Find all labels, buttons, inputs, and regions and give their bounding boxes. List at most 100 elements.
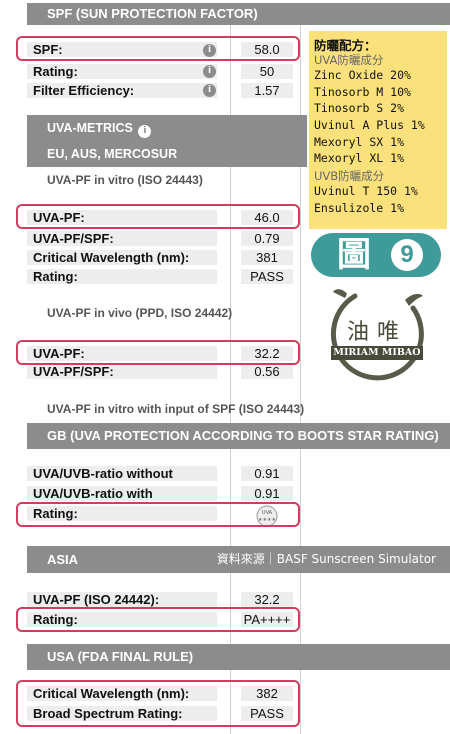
uva-uvb-ratio-without-label: UVA/UVB-ratio without	[33, 466, 173, 481]
row-background	[27, 250, 217, 265]
uvb-ingredient: Uvinul T 150 1%	[314, 184, 418, 199]
column-divider	[230, 24, 231, 734]
asia-rating-label: Rating:	[33, 612, 78, 627]
row-background	[27, 466, 217, 481]
value-background	[241, 364, 293, 379]
uva-ingredient: Uvinul A Plus 1%	[314, 117, 425, 132]
value-background	[241, 64, 293, 79]
spf-value: 58.0	[254, 42, 280, 57]
row-background	[27, 42, 217, 57]
row-background	[27, 592, 217, 607]
figure-badge-label: 圖	[337, 235, 371, 275]
asia-rating-highlight	[16, 607, 300, 632]
uva-metrics-header: UVA-METRICS i	[27, 115, 307, 141]
asia-uva-pf-value: 32.2	[254, 592, 280, 607]
uva-uvb-ratio-without-value: 0.91	[254, 466, 280, 481]
info-icon[interactable]: i	[138, 125, 152, 138]
value-background	[241, 346, 293, 361]
critical-wavelength-label: Critical Wavelength (nm):	[33, 250, 190, 265]
usa-critical-wavelength-value: 382	[256, 686, 278, 701]
value-background	[241, 592, 293, 607]
gb-section-header: GB (UVA PROTECTION ACCORDING TO BOOTS ST…	[27, 423, 450, 449]
uva-vitro-spf-note: UVA-PF in vitro with input of SPF (ISO 2…	[47, 402, 305, 416]
uva-ingredient: Mexoryl XL 1%	[314, 151, 405, 166]
asia-section-title: ASIA	[47, 552, 79, 567]
uva-ingredients-heading: UVA防曬成分	[314, 52, 384, 67]
row-background	[27, 706, 217, 721]
value-background	[241, 231, 293, 246]
value-background	[241, 486, 293, 501]
spf-section-header: SPF (SUN PROTECTION FACTOR)	[27, 3, 450, 25]
value-background	[241, 42, 293, 57]
formula-note-panel: 防曬配方： UVA防曬成分 Zinc Oxide 20% Tinosorb M …	[309, 31, 447, 229]
logo-glyphs: 油唯	[346, 320, 407, 345]
uvb-ingredients-heading: UVB防曬成分	[314, 168, 385, 183]
row-background	[27, 346, 217, 361]
uva-badge-text: UVA	[262, 510, 273, 516]
formula-note-title: 防曬配方：	[314, 38, 377, 53]
usa-highlight	[16, 680, 300, 727]
usa-section-header: USA (FDA FINAL RULE)	[27, 644, 450, 670]
uva-pf-vivo-value: 32.2	[254, 346, 280, 361]
row-background	[27, 83, 217, 98]
asia-uva-pf-label: UVA-PF (ISO 24442):	[33, 592, 160, 607]
gb-rating-highlight	[16, 502, 300, 527]
broad-spectrum-rating-label: Broad Spectrum Rating:	[33, 706, 183, 721]
uva-vivo-title: UVA-PF in vivo (PPD, ISO 24442)	[47, 306, 233, 320]
spf-rating-label: Rating:	[33, 64, 78, 79]
figure-badge-number: 9	[391, 239, 423, 271]
spf-rating-value: 50	[259, 64, 275, 79]
row-background	[27, 64, 217, 79]
info-icon[interactable]: i	[203, 84, 216, 97]
uva-uvb-ratio-with-label: UVA/UVB-ratio with	[33, 486, 153, 501]
value-background	[241, 269, 293, 284]
info-icon[interactable]: i	[203, 65, 216, 78]
data-source-label: 資料來源｜BASF Sunscreen Simulator	[216, 552, 436, 566]
row-background	[27, 686, 217, 701]
svg-text:★★★★: ★★★★	[258, 517, 276, 523]
row-background	[27, 612, 217, 627]
spf-highlight	[16, 36, 300, 61]
value-background	[241, 250, 293, 265]
uva-vitro-rating-value: PASS	[250, 269, 284, 284]
value-background	[241, 686, 293, 701]
asia-rating-value: PA++++	[243, 612, 291, 627]
row-background	[27, 486, 217, 501]
uva-vitro-title: UVA-PF in vitro (ISO 24443)	[47, 173, 203, 187]
value-background	[241, 466, 293, 481]
uva-ingredient: Zinc Oxide 20%	[314, 68, 411, 83]
uva-vitro-rating-label: Rating:	[33, 269, 78, 284]
value-background	[241, 83, 293, 98]
uva-ingredient: Tinosorb S 2%	[314, 101, 405, 116]
info-icon[interactable]: i	[203, 44, 216, 57]
asia-section-header: ASIA 資料來源｜BASF Sunscreen Simulator	[27, 546, 450, 573]
uva-uvb-ratio-with-value: 0.91	[254, 486, 280, 501]
value-background	[241, 612, 293, 627]
uva-pf-vitro-value: 46.0	[254, 210, 280, 225]
uva-pf-vivo-label: UVA-PF:	[33, 346, 85, 361]
row-background	[27, 506, 217, 521]
uva-metrics-region: EU, AUS, MERCOSUR	[27, 141, 307, 167]
filter-efficiency-value: 1.57	[254, 83, 280, 98]
column-divider	[300, 24, 301, 734]
uva-pf-vitro-highlight	[16, 204, 300, 229]
spf-label: SPF:	[33, 42, 63, 57]
row-background	[27, 210, 217, 225]
logo-ring-icon	[330, 289, 424, 381]
uva-ingredient: Mexoryl SX 1%	[314, 134, 405, 149]
uva-metrics-title: UVA-METRICS	[47, 121, 133, 135]
uvb-ingredient: Ensulizole 1%	[314, 200, 405, 215]
uva-pf-spf-vivo-label: UVA-PF/SPF:	[33, 364, 114, 379]
uva-pf-spf-vitro-value: 0.79	[254, 231, 280, 246]
critical-wavelength-value: 381	[256, 250, 278, 265]
row-background	[27, 364, 217, 379]
row-background	[27, 269, 217, 284]
uva-ingredient: Tinosorb M 10%	[314, 84, 411, 99]
row-background	[27, 231, 217, 246]
value-background	[241, 210, 293, 225]
uva-pf-vivo-highlight	[16, 340, 300, 365]
logo-text: MIRIAM MIBAO	[331, 346, 423, 360]
filter-efficiency-label: Filter Efficiency:	[33, 83, 135, 98]
broad-spectrum-rating-value: PASS	[250, 706, 284, 721]
figure-badge: 圖 9	[311, 233, 441, 277]
